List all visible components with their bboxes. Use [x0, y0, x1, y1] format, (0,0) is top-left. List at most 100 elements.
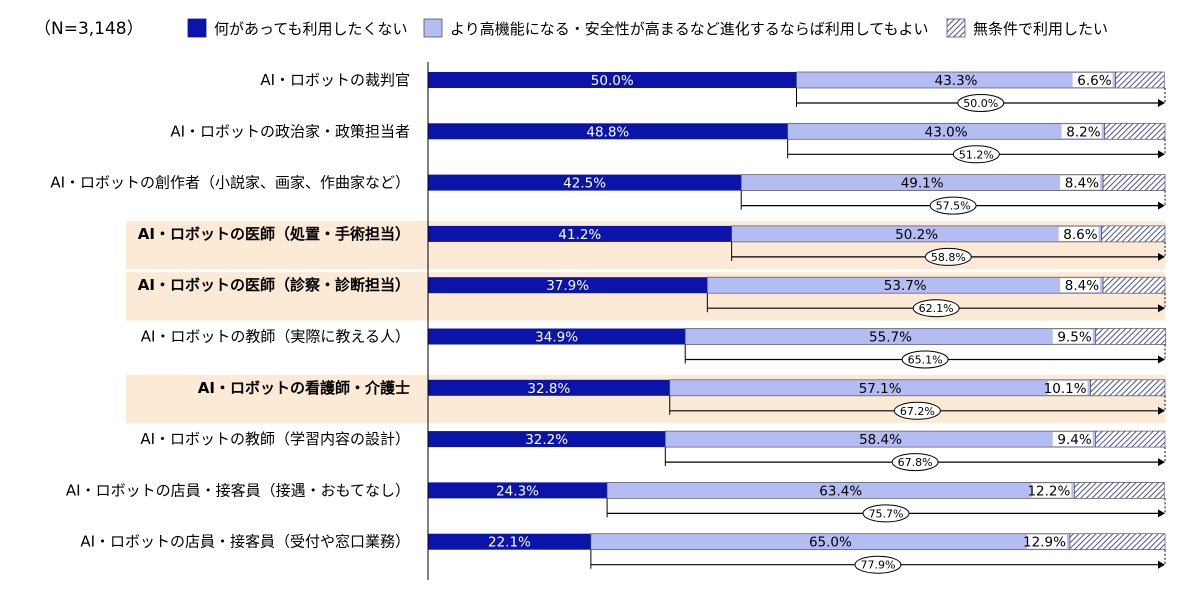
- category-label: AI・ロボットの看護師・介護士: [198, 379, 410, 397]
- data-label: 50.0%: [591, 73, 634, 89]
- data-label-background: [932, 73, 981, 87]
- data-label: 43.3%: [935, 73, 978, 89]
- data-label-background: [1052, 432, 1093, 447]
- category-label: AI・ロボットの政治家・政策担当者: [170, 122, 410, 140]
- total-label-oval: [924, 247, 972, 266]
- data-label: 8.6%: [1063, 227, 1097, 243]
- total-label: 67.2%: [900, 405, 935, 418]
- bar-segment: [428, 277, 708, 294]
- legend-label: 無条件で利用したい: [973, 20, 1108, 38]
- total-label-oval: [912, 299, 960, 318]
- bar-segment: [428, 379, 670, 396]
- category-label: AI・ロボットの裁判官: [260, 71, 410, 89]
- data-label-background: [856, 380, 905, 395]
- total-label: 50.0%: [963, 97, 998, 110]
- data-label-background: [881, 278, 930, 293]
- legend-swatch: [423, 18, 443, 38]
- bar-segment: [1069, 533, 1166, 551]
- data-label-background: [1031, 483, 1072, 498]
- data-label-background: [1026, 534, 1067, 549]
- data-label: 34.9%: [535, 330, 578, 346]
- total-label-oval: [957, 94, 1005, 112]
- data-label-background: [1060, 278, 1101, 293]
- total-label: 58.8%: [931, 251, 966, 264]
- bracket-arrowhead: [1158, 304, 1165, 313]
- legend-swatch: [946, 18, 966, 38]
- bracket-arrowhead: [1158, 406, 1165, 415]
- bracket-arrowhead: [1158, 560, 1165, 569]
- total-label-oval: [854, 555, 902, 574]
- legend-label: より高機能になる・安全性が高まるなど進化するならば利用してもよい: [450, 20, 929, 38]
- total-label-oval: [952, 145, 1000, 164]
- total-label: 65.1%: [908, 354, 943, 367]
- data-label: 8.4%: [1065, 278, 1099, 294]
- data-label: 43.0%: [925, 124, 968, 140]
- category-label: AI・ロボットの創作者（小説家、画家、作曲家など）: [50, 174, 410, 192]
- total-label-oval: [893, 401, 941, 420]
- data-label: 63.4%: [819, 483, 862, 499]
- total-label: 62.1%: [919, 302, 954, 315]
- data-label-background: [898, 175, 947, 190]
- bar-segment: [428, 431, 666, 448]
- data-label-background: [1061, 124, 1102, 139]
- data-label: 53.7%: [884, 278, 927, 294]
- bracket-arrowhead: [1158, 150, 1165, 159]
- total-label-oval: [901, 350, 949, 369]
- bar-segment: [428, 72, 797, 88]
- bar-segment: [428, 328, 686, 345]
- total-label: 77.9%: [860, 559, 895, 572]
- data-label-background: [1047, 380, 1088, 395]
- bar-segment: [428, 123, 788, 140]
- bar-segment: [1102, 174, 1166, 191]
- bracket-arrowhead: [1158, 458, 1165, 467]
- data-label-background: [892, 226, 941, 241]
- data-label: 41.2%: [558, 227, 601, 243]
- data-label: 6.6%: [1077, 73, 1111, 89]
- total-label-oval: [929, 196, 977, 215]
- data-label-background: [1072, 73, 1113, 87]
- bar-segment: [1101, 225, 1166, 243]
- bar-segment: [428, 225, 732, 242]
- category-label: AI・ロボットの店員・接客員（受付や窓口業務）: [80, 533, 410, 551]
- data-label: 50.2%: [895, 227, 938, 243]
- data-label: 10.1%: [1044, 381, 1087, 397]
- data-label-background: [856, 432, 905, 447]
- data-label: 32.8%: [527, 381, 570, 397]
- bar-segment: [1090, 379, 1166, 397]
- category-label: AI・ロボットの教師（実際に教える人）: [141, 328, 410, 346]
- bar-segment: [428, 482, 608, 499]
- category-label: AI・ロボットの医師（診察・診断担当）: [138, 276, 410, 294]
- data-label: 65.0%: [809, 535, 852, 551]
- data-label: 8.4%: [1065, 176, 1099, 192]
- bar-segment: [428, 533, 591, 550]
- bracket-arrowhead: [1158, 201, 1165, 210]
- bar-segment: [1073, 482, 1165, 499]
- bracket-arrowhead: [1158, 509, 1165, 518]
- bar-segment: [1095, 430, 1166, 448]
- data-label-background: [922, 124, 971, 139]
- category-label: AI・ロボットの医師（処置・手術担当）: [138, 225, 410, 243]
- legend-label: 何があっても利用したくない: [214, 20, 408, 38]
- bracket-arrowhead: [1158, 99, 1165, 107]
- bar-segment: [1102, 276, 1166, 294]
- data-label-background: [816, 483, 865, 498]
- data-label: 22.1%: [488, 535, 531, 551]
- total-label: 57.5%: [936, 200, 971, 213]
- total-label-oval: [891, 453, 939, 472]
- category-label: AI・ロボットの店員・接客員（接遇・おもてなし）: [66, 481, 410, 499]
- data-label: 32.2%: [525, 432, 568, 448]
- total-label: 51.2%: [959, 148, 994, 161]
- total-label: 75.7%: [869, 507, 904, 520]
- data-label-background: [1060, 175, 1101, 190]
- bar-segment: [1115, 71, 1165, 89]
- data-label: 37.9%: [546, 278, 589, 294]
- data-label: 58.4%: [859, 432, 902, 448]
- legend-swatch: [187, 18, 207, 38]
- data-label-background: [806, 534, 855, 549]
- data-label: 49.1%: [901, 176, 944, 192]
- data-label: 9.5%: [1057, 330, 1091, 346]
- data-label: 9.4%: [1057, 432, 1091, 448]
- category-label: AI・ロボットの教師（学習内容の設計）: [140, 430, 410, 448]
